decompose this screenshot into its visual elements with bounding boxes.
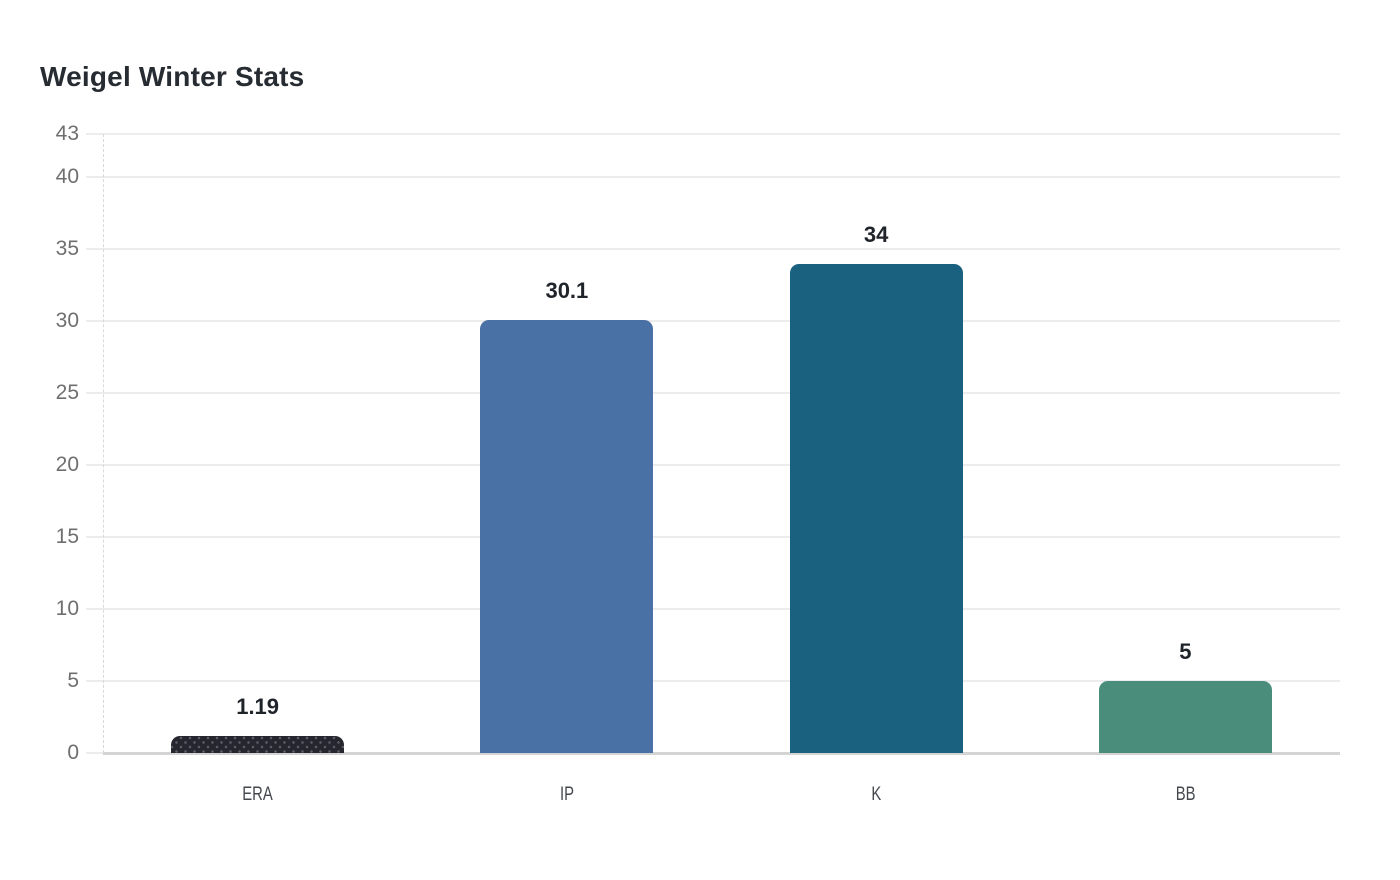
bar-bb (1098, 681, 1272, 753)
bar-era (171, 735, 345, 753)
y-axis-tick-label: 43 (55, 122, 79, 145)
gridline (103, 320, 1340, 323)
gridline (103, 536, 1340, 539)
y-axis-tick-label: 30 (55, 309, 79, 333)
gridline (103, 176, 1340, 179)
x-axis-category-text: BB (1175, 784, 1196, 805)
bar-value-label: 1.19 (236, 693, 280, 719)
y-axis-tick-label: 5 (67, 669, 79, 693)
chart-title: Weigel Winter Stats (40, 61, 305, 92)
bar-value-label: 5 (1179, 639, 1192, 665)
y-axis-tick-label: 0 (67, 741, 79, 764)
gridline (103, 248, 1340, 251)
y-axis-tick-label: 20 (55, 453, 79, 477)
bar-ip (480, 319, 654, 753)
bar-value-label: 34 (863, 221, 889, 247)
x-axis-category-label: IP (480, 783, 653, 807)
y-axis-tick (86, 536, 103, 539)
y-axis-tick (86, 752, 103, 754)
y-axis-tick (86, 464, 103, 467)
y-axis-tick (86, 176, 103, 179)
x-axis-baseline (103, 751, 1340, 755)
y-axis-tick-label: 15 (55, 525, 79, 549)
y-axis-tick (86, 392, 103, 395)
bar-k (789, 263, 963, 753)
gridline (103, 133, 1340, 135)
y-axis-tick-label: 25 (55, 381, 79, 405)
x-axis-category-text: K (871, 784, 882, 805)
x-axis-category-label: K (790, 783, 963, 807)
gridline (103, 608, 1340, 611)
y-axis-tick (86, 248, 103, 251)
y-axis-tick-label: 10 (55, 597, 79, 621)
gridline (103, 680, 1340, 683)
y-axis-line (103, 134, 104, 753)
x-axis-category-text: IP (559, 784, 574, 805)
y-axis-tick (86, 608, 103, 611)
bar-value-label: 30.1 (545, 277, 589, 303)
y-axis-tick (86, 680, 103, 683)
x-axis-category-label: ERA (171, 783, 344, 807)
y-axis-tick-label: 40 (55, 165, 79, 189)
y-axis-tick-label: 35 (55, 237, 79, 261)
y-axis-tick (86, 320, 103, 323)
x-axis-category-text: ERA (242, 784, 273, 805)
y-axis-tick (86, 133, 103, 135)
gridline (103, 464, 1340, 467)
x-axis-category-label: BB (1099, 783, 1272, 807)
gridline (103, 392, 1340, 395)
